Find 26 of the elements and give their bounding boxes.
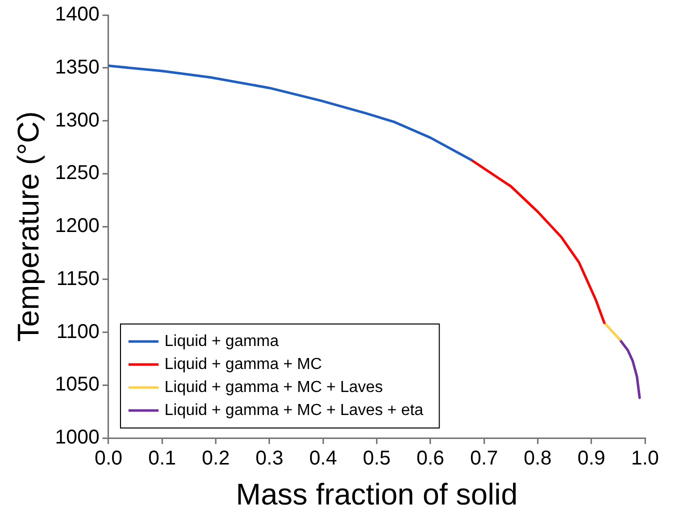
y-tick-label: 1050 — [54, 374, 100, 396]
x-tick-label: 0.4 — [309, 448, 337, 470]
x-axis-title: Mass fraction of solid — [236, 478, 518, 512]
x-tick-label: 0.2 — [202, 448, 230, 470]
y-tick-label: 1250 — [54, 162, 100, 184]
y-axis-title: Temperature (°C) — [12, 111, 46, 342]
legend-label: Liquid + gamma + MC + Laves — [164, 378, 383, 396]
x-tick-label: 0.3 — [256, 448, 284, 470]
y-tick-label: 1200 — [54, 215, 100, 238]
x-tick-label: 0.9 — [577, 448, 606, 470]
y-tick-label: 1000 — [54, 426, 100, 449]
x-tick-label: 0.5 — [362, 448, 391, 470]
x-tick-label: 0.6 — [416, 448, 444, 470]
y-tick-label: 1350 — [54, 56, 100, 78]
y-tick-label: 1100 — [56, 320, 100, 343]
y-tick-label: 1300 — [54, 109, 100, 132]
x-tick-label: 0.0 — [94, 448, 122, 470]
y-tick-label: 1150 — [56, 268, 100, 290]
x-tick-label: 0.7 — [470, 448, 498, 470]
y-tick-label: 1400 — [54, 4, 100, 26]
x-tick-label: 0.8 — [524, 448, 552, 470]
x-tick-label: 0.1 — [148, 448, 176, 470]
legend-label: Liquid + gamma — [164, 332, 279, 350]
legend-label: Liquid + gamma + MC + Laves + eta — [164, 402, 424, 419]
x-tick-label: 1.0 — [631, 448, 659, 470]
legend-label: Liquid + gamma + MC — [164, 356, 322, 373]
